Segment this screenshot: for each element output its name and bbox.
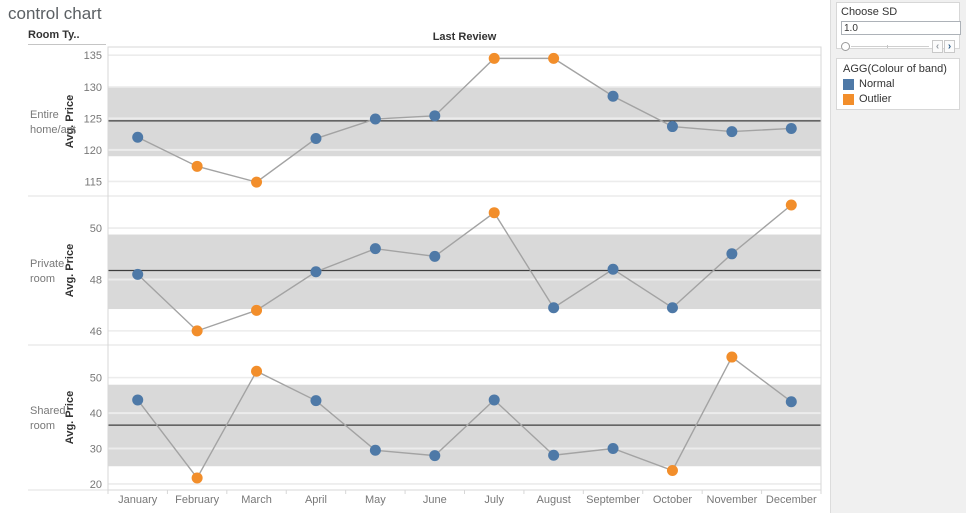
legend-item-normal[interactable]: Normal bbox=[843, 78, 953, 90]
data-point-march[interactable] bbox=[251, 365, 263, 377]
parameter-title: Choose SD bbox=[841, 6, 898, 18]
y-tick-label: 30 bbox=[90, 444, 102, 456]
data-point-december[interactable] bbox=[785, 396, 797, 408]
y-tick-label: 46 bbox=[90, 326, 102, 338]
x-axis-title: Last Review bbox=[432, 31, 497, 43]
row-label: room bbox=[30, 420, 55, 432]
slider-decrement-button[interactable]: ‹ bbox=[932, 40, 943, 53]
data-point-september[interactable] bbox=[607, 263, 619, 275]
data-point-october[interactable] bbox=[666, 121, 678, 133]
y-tick-label: 20 bbox=[90, 479, 102, 491]
x-tick-label-march: March bbox=[241, 494, 272, 506]
y-tick-label: 50 bbox=[90, 373, 102, 385]
row-label: home/apt bbox=[30, 124, 76, 136]
x-tick-label-february: February bbox=[175, 494, 220, 506]
x-tick-label-june: June bbox=[423, 494, 447, 506]
data-point-november[interactable] bbox=[726, 351, 738, 363]
x-tick-label-august: August bbox=[537, 494, 571, 506]
y-tick-label: 40 bbox=[90, 408, 102, 420]
slider-handle-icon[interactable] bbox=[841, 42, 850, 51]
data-point-october[interactable] bbox=[666, 465, 678, 477]
y-tick-label: 120 bbox=[84, 145, 102, 157]
data-point-december[interactable] bbox=[785, 199, 797, 211]
legend-item-label: Outlier bbox=[859, 93, 892, 105]
sd-value-input[interactable] bbox=[841, 21, 961, 35]
sidebar: Choose SD ‹ › AGG(Colour of band) Normal… bbox=[830, 0, 966, 513]
slider-track[interactable] bbox=[851, 45, 929, 48]
x-tick-label-january: January bbox=[118, 494, 158, 506]
outlier-swatch-icon bbox=[843, 93, 854, 105]
data-point-january[interactable] bbox=[132, 268, 144, 280]
data-point-march[interactable] bbox=[251, 304, 263, 316]
x-tick-label-april: April bbox=[305, 494, 327, 506]
legend-item-outlier[interactable]: Outlier bbox=[843, 93, 953, 105]
y-tick-label: 50 bbox=[90, 223, 102, 235]
parameter-card-choose-sd: Choose SD ‹ › bbox=[836, 2, 961, 53]
y-tick-label: 135 bbox=[84, 50, 102, 62]
data-point-april[interactable] bbox=[310, 395, 322, 407]
data-point-august[interactable] bbox=[548, 302, 560, 314]
data-point-december[interactable] bbox=[785, 122, 797, 134]
data-point-november[interactable] bbox=[726, 126, 738, 138]
sd-slider[interactable]: ‹ › bbox=[841, 40, 955, 53]
data-point-june[interactable] bbox=[429, 110, 441, 122]
y-axis-title: Avg. Price bbox=[64, 95, 76, 148]
y-tick-label: 115 bbox=[84, 176, 102, 188]
row-label: Entire bbox=[30, 109, 59, 121]
y-axis-title: Avg. Price bbox=[64, 391, 76, 444]
page-title: control chart bbox=[8, 4, 102, 23]
slider-tick bbox=[886, 45, 888, 48]
data-point-august[interactable] bbox=[548, 449, 560, 461]
data-point-april[interactable] bbox=[310, 133, 322, 145]
legend-item-label: Normal bbox=[859, 78, 895, 90]
data-point-january[interactable] bbox=[132, 131, 144, 143]
slider-increment-button[interactable]: › bbox=[944, 40, 955, 53]
x-tick-label-september: September bbox=[586, 494, 640, 506]
data-point-july[interactable] bbox=[488, 207, 500, 219]
row-label: room bbox=[30, 273, 55, 285]
x-tick-label-may: May bbox=[365, 494, 386, 506]
y-tick-label: 125 bbox=[84, 113, 102, 125]
data-point-september[interactable] bbox=[607, 443, 619, 455]
legend-card: AGG(Colour of band) Normal Outlier bbox=[836, 58, 960, 110]
data-point-march[interactable] bbox=[251, 176, 263, 188]
row-label: Private bbox=[30, 258, 64, 270]
data-point-november[interactable] bbox=[726, 248, 738, 260]
data-point-october[interactable] bbox=[666, 302, 678, 314]
data-point-august[interactable] bbox=[548, 52, 560, 64]
x-tick-label-november: November bbox=[707, 494, 758, 506]
data-point-may[interactable] bbox=[369, 113, 381, 125]
data-point-february[interactable] bbox=[191, 325, 203, 337]
row-label: Shared bbox=[30, 405, 65, 417]
legend-title: AGG(Colour of band) bbox=[843, 63, 947, 75]
normal-swatch-icon bbox=[843, 78, 854, 90]
data-point-june[interactable] bbox=[429, 250, 441, 262]
data-point-july[interactable] bbox=[488, 52, 500, 64]
data-point-september[interactable] bbox=[607, 90, 619, 102]
x-tick-label-december: December bbox=[766, 494, 817, 506]
data-point-july[interactable] bbox=[488, 394, 500, 406]
x-tick-label-july: July bbox=[484, 494, 504, 506]
data-point-may[interactable] bbox=[369, 243, 381, 255]
control-band bbox=[108, 234, 821, 310]
data-point-february[interactable] bbox=[191, 160, 203, 172]
y-tick-label: 130 bbox=[84, 82, 102, 94]
y-tick-label: 48 bbox=[90, 274, 102, 286]
data-point-january[interactable] bbox=[132, 394, 144, 406]
panel-entire-home-apt: 115 120 125 130 135 Avg. Price Entire home/apt bbox=[28, 50, 821, 197]
data-point-april[interactable] bbox=[310, 266, 322, 278]
y-axis-title: Avg. Price bbox=[64, 244, 76, 297]
data-point-june[interactable] bbox=[429, 450, 441, 462]
trend-line bbox=[137, 355, 792, 480]
row-field-header: Room Ty.. bbox=[28, 29, 106, 45]
trend-line bbox=[137, 204, 792, 332]
x-tick-label-october: October bbox=[653, 494, 692, 506]
data-point-may[interactable] bbox=[369, 444, 381, 456]
data-point-february[interactable] bbox=[191, 472, 203, 484]
trend-line bbox=[137, 57, 792, 183]
